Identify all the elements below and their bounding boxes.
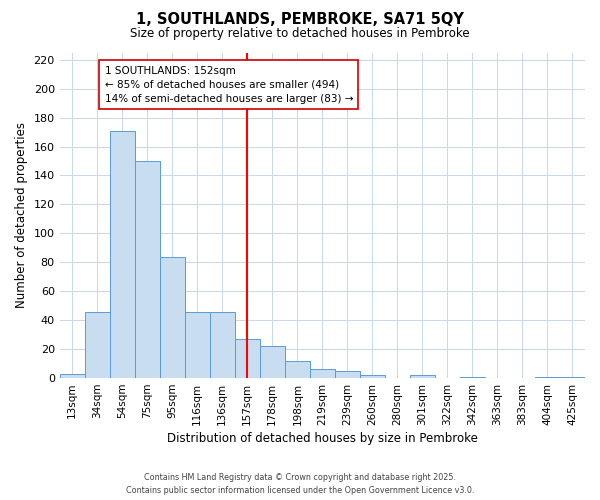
Bar — [335, 371, 360, 378]
Bar — [59, 374, 85, 378]
Bar — [310, 370, 335, 378]
Y-axis label: Number of detached properties: Number of detached properties — [15, 122, 28, 308]
Text: Size of property relative to detached houses in Pembroke: Size of property relative to detached ho… — [130, 28, 470, 40]
Text: Contains HM Land Registry data © Crown copyright and database right 2025.
Contai: Contains HM Land Registry data © Crown c… — [126, 474, 474, 495]
Text: 1 SOUTHLANDS: 152sqm
← 85% of detached houses are smaller (494)
14% of semi-deta: 1 SOUTHLANDS: 152sqm ← 85% of detached h… — [104, 66, 353, 104]
Bar — [235, 339, 260, 378]
X-axis label: Distribution of detached houses by size in Pembroke: Distribution of detached houses by size … — [167, 432, 478, 445]
Text: 1, SOUTHLANDS, PEMBROKE, SA71 5QY: 1, SOUTHLANDS, PEMBROKE, SA71 5QY — [136, 12, 464, 28]
Bar — [260, 346, 285, 378]
Bar — [560, 376, 585, 378]
Bar — [160, 256, 185, 378]
Bar — [210, 312, 235, 378]
Bar — [85, 312, 110, 378]
Bar — [535, 376, 560, 378]
Bar — [110, 130, 135, 378]
Bar — [460, 376, 485, 378]
Bar — [135, 161, 160, 378]
Bar — [185, 312, 210, 378]
Bar — [285, 360, 310, 378]
Bar — [360, 375, 385, 378]
Bar — [410, 375, 435, 378]
